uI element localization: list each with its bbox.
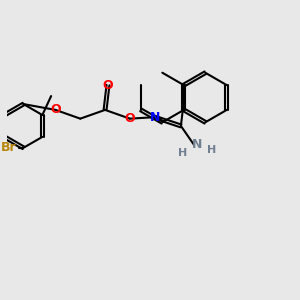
Text: O: O <box>103 79 113 92</box>
Text: H: H <box>178 148 188 158</box>
Text: O: O <box>50 103 61 116</box>
Text: H: H <box>208 145 217 155</box>
Text: N: N <box>149 111 160 124</box>
Text: N: N <box>192 138 202 152</box>
Text: O: O <box>124 112 135 125</box>
Text: Br: Br <box>1 141 17 154</box>
